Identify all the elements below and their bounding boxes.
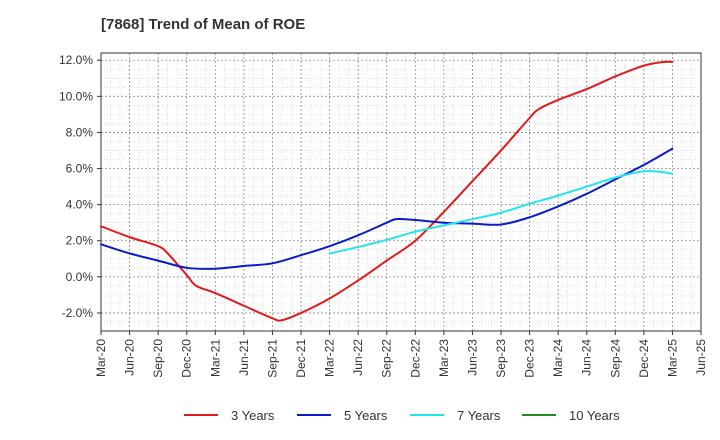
y-tick-label: 12.0% xyxy=(59,53,93,67)
legend-swatch-3-years xyxy=(184,414,218,416)
x-tick-label: Dec-21 xyxy=(294,339,308,378)
x-tick-label: Dec-23 xyxy=(523,339,537,378)
y-tick-label: 4.0% xyxy=(66,198,94,212)
y-tick-label: 0.0% xyxy=(66,270,94,284)
y-tick-labels: 12.0% 10.0% 8.0% 6.0% 4.0% 2.0% 0.0% -2.0% xyxy=(59,53,93,320)
grid xyxy=(101,53,701,332)
series-line-3-years xyxy=(100,60,674,322)
x-tick-label: Mar-22 xyxy=(323,339,337,377)
chart-canvas: 12.0% 10.0% 8.0% 6.0% 4.0% 2.0% 0.0% -2.0% Mar-… xyxy=(59,52,708,378)
axes xyxy=(97,52,702,335)
x-tick-label: Mar-20 xyxy=(94,339,108,377)
legend-item-7-years: 7 Years xyxy=(410,404,500,426)
plot-area xyxy=(101,53,701,331)
x-tick-label: Mar-25 xyxy=(665,339,679,377)
legend-item-10-years: 10 Years xyxy=(522,404,620,426)
x-tick-label: Jun-22 xyxy=(351,339,365,376)
x-tick-label: Jun-25 xyxy=(694,339,708,376)
legend-label-3-years: 3 Years xyxy=(231,407,275,423)
x-tick-label: Jun-24 xyxy=(580,339,594,376)
legend-item-5-years: 5 Years xyxy=(297,404,387,426)
y-tick-label: 8.0% xyxy=(66,125,94,139)
x-tick-labels: Mar-20 Jun-20 Sep-20 Dec-20 Mar-21 Jun-21 Sep-… xyxy=(94,339,708,378)
series-lines xyxy=(100,60,674,322)
plot-frame xyxy=(100,52,702,332)
x-tick-label: Mar-21 xyxy=(208,339,222,377)
y-tick-label: -2.0% xyxy=(62,306,94,320)
y-tick-label: 2.0% xyxy=(66,234,94,248)
y-tick-label: 10.0% xyxy=(59,89,93,103)
x-tick-label: Sep-23 xyxy=(494,339,508,378)
y-tick-label: 6.0% xyxy=(66,162,94,176)
x-tick-label: Sep-22 xyxy=(380,339,394,378)
x-tick-label: Mar-24 xyxy=(551,339,565,377)
x-tick-label: Sep-24 xyxy=(608,339,622,378)
x-tick-label: Mar-23 xyxy=(437,339,451,377)
legend-swatch-10-years xyxy=(522,414,556,416)
x-tick-label: Sep-20 xyxy=(151,339,165,378)
x-tick-label: Jun-20 xyxy=(123,339,137,376)
legend: 3 Years 5 Years 7 Years 10 Years xyxy=(0,404,720,426)
legend-label-10-years: 10 Years xyxy=(569,407,620,423)
x-tick-label: Dec-20 xyxy=(180,339,194,378)
legend-swatch-5-years xyxy=(297,414,331,416)
x-tick-label: Sep-21 xyxy=(265,339,279,378)
legend-item-3-years: 3 Years xyxy=(184,404,274,426)
series-line-7-years xyxy=(328,169,674,255)
legend-label-5-years: 5 Years xyxy=(344,407,388,423)
x-tick-label: Jun-23 xyxy=(465,339,479,376)
series-line-5-years xyxy=(100,147,674,270)
x-tick-label: Jun-21 xyxy=(237,339,251,376)
chart-title: [7868] Trend of Mean of ROE xyxy=(101,16,306,33)
legend-swatch-7-years xyxy=(410,414,444,416)
x-tick-label: Dec-24 xyxy=(637,339,651,378)
x-tick-label: Dec-22 xyxy=(408,339,422,378)
legend-label-7-years: 7 Years xyxy=(457,407,501,423)
